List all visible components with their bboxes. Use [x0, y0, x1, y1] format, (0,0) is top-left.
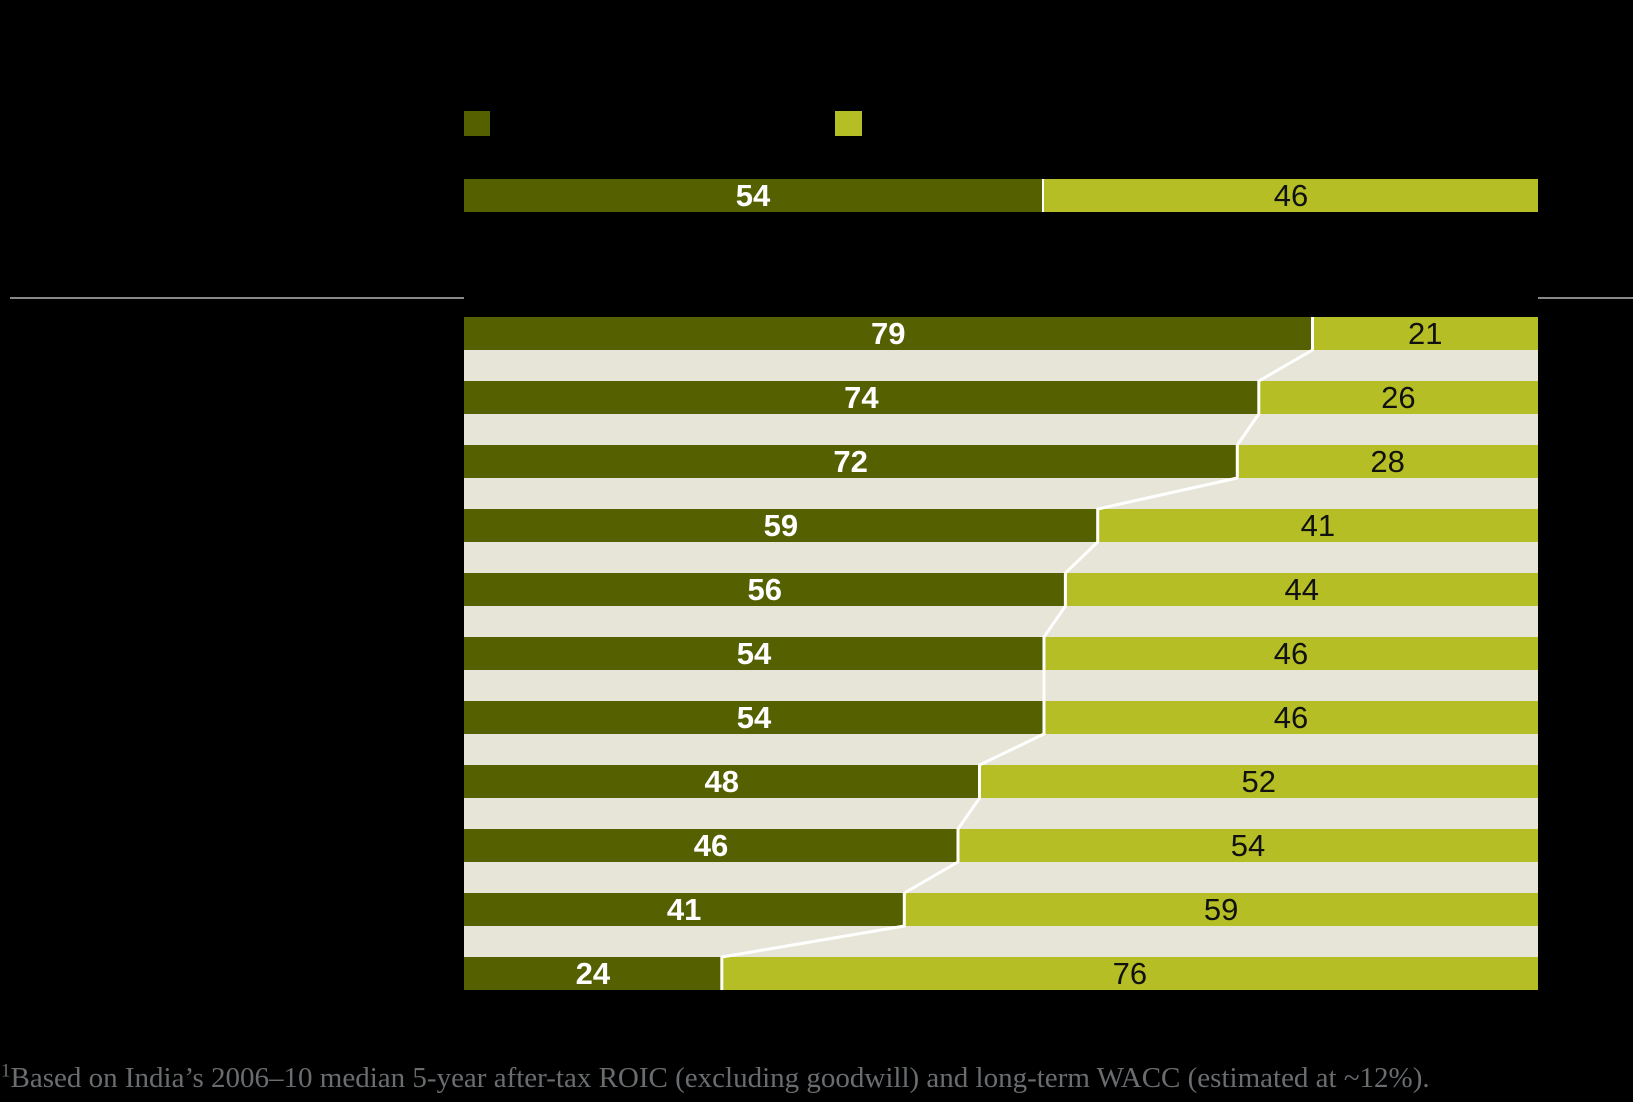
row-dark-value: 54 [736, 636, 772, 671]
row-light-value: 28 [1370, 444, 1405, 479]
chart-row: 48 52 [464, 765, 1538, 798]
row-dark-segment: 79 [464, 316, 1313, 351]
chart-row: 72 28 [464, 445, 1538, 478]
chart-row: 59 41 [464, 509, 1538, 542]
chart-row: 24 76 [464, 957, 1538, 990]
row-dark-value: 24 [575, 956, 611, 991]
row-dark-value: 74 [844, 380, 879, 415]
row-dark-value: 48 [704, 764, 739, 799]
summary-bar: 54 46 [464, 179, 1538, 212]
row-dark-value: 79 [870, 316, 906, 351]
row-light-segment: 46 [1043, 636, 1538, 671]
row-dark-segment: 74 [464, 381, 1259, 414]
chart-row: 54 46 [464, 637, 1538, 670]
row-light-value: 46 [1273, 700, 1309, 735]
row-light-segment: 59 [904, 893, 1538, 926]
row-light-segment: 46 [1043, 700, 1538, 735]
row-dark-segment: 48 [464, 765, 980, 798]
row-light-segment: 54 [958, 829, 1538, 862]
separator-rule-right [1538, 297, 1633, 299]
row-light-value: 21 [1407, 316, 1443, 351]
row-dark-segment: 54 [464, 701, 1044, 734]
footnote: 1Based on India’s 2006–10 median 5-year … [1, 1060, 1621, 1095]
chart-row: 79 21 [464, 317, 1538, 350]
separator-rule-left [10, 297, 464, 299]
row-dark-segment: 46 [464, 828, 959, 863]
chart-row: 46 54 [464, 829, 1538, 862]
row-light-value: 54 [1230, 828, 1266, 863]
chart-plot-area: 79 21 74 26 72 28 59 41 56 44 54 46 54 46 48 52 46 54 41 59… [464, 317, 1538, 990]
row-dark-value: 41 [666, 892, 702, 927]
row-dark-segment: 24 [464, 957, 722, 990]
row-light-value: 26 [1381, 380, 1416, 415]
row-light-segment: 44 [1065, 573, 1538, 606]
chart-row: 74 26 [464, 381, 1538, 414]
chart-row: 54 46 [464, 701, 1538, 734]
row-light-segment: 21 [1312, 317, 1538, 350]
chart-row: 41 59 [464, 893, 1538, 926]
row-light-value: 59 [1203, 892, 1239, 927]
row-light-value: 41 [1300, 508, 1336, 543]
row-dark-segment: 59 [464, 509, 1098, 542]
summary-light-value: 46 [1273, 178, 1309, 213]
row-dark-value: 54 [736, 700, 772, 735]
footnote-marker: 1 [1, 1060, 11, 1082]
row-dark-value: 59 [763, 508, 799, 543]
row-light-value: 52 [1241, 764, 1276, 799]
row-dark-segment: 72 [464, 444, 1238, 479]
chart-row: 56 44 [464, 573, 1538, 606]
row-light-value: 44 [1284, 572, 1319, 607]
row-light-segment: 28 [1237, 445, 1538, 478]
row-light-segment: 26 [1258, 380, 1538, 415]
row-dark-value: 56 [747, 572, 782, 607]
legend-swatch-dark-icon [464, 111, 490, 136]
row-dark-segment: 54 [464, 637, 1044, 670]
row-light-value: 46 [1273, 636, 1309, 671]
legend-swatch-light-icon [835, 111, 862, 136]
summary-dark-value: 54 [735, 178, 771, 213]
row-light-segment: 52 [979, 764, 1538, 799]
summary-dark-segment: 54 [464, 179, 1044, 212]
row-dark-segment: 41 [464, 892, 905, 927]
row-dark-segment: 56 [464, 572, 1066, 607]
row-dark-value: 46 [693, 828, 729, 863]
footnote-text: Based on India’s 2006–10 median 5-year a… [10, 1062, 1430, 1094]
row-light-segment: 41 [1097, 508, 1538, 543]
summary-light-segment: 46 [1043, 178, 1538, 213]
row-light-segment: 76 [721, 956, 1538, 991]
row-light-value: 76 [1112, 956, 1148, 991]
row-dark-value: 72 [833, 444, 868, 479]
